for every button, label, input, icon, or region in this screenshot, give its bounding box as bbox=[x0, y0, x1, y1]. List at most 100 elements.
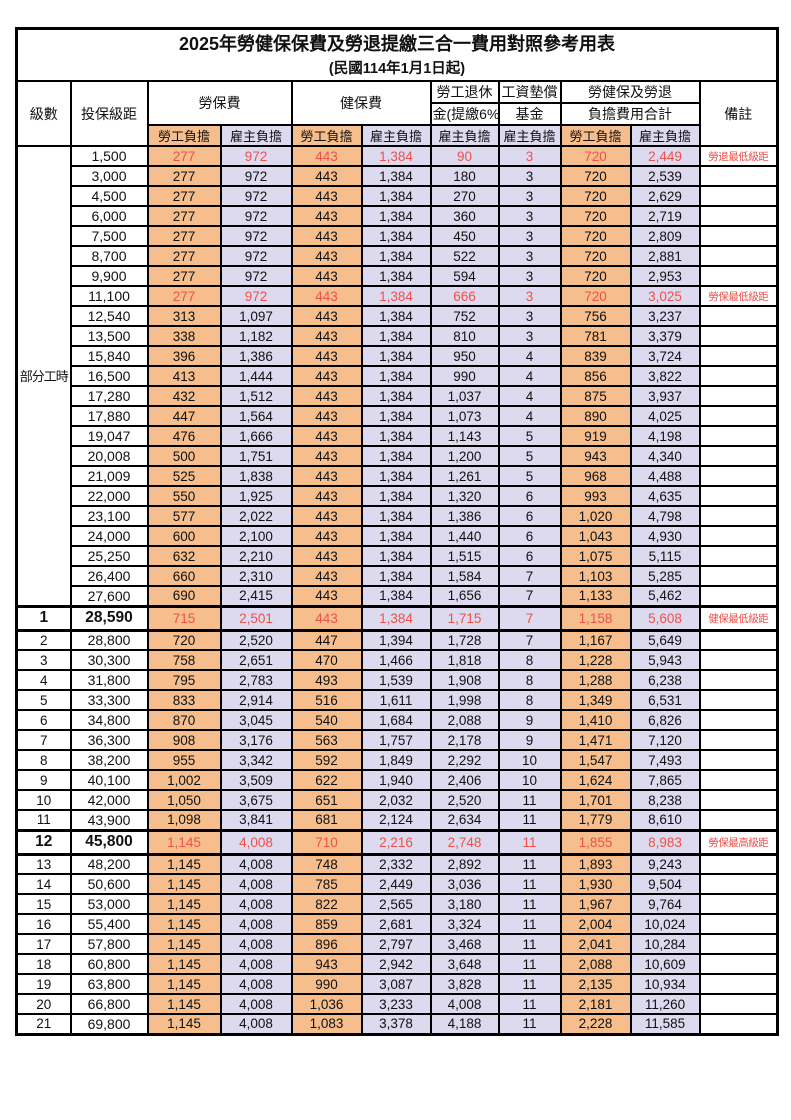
cell-pension-employer: 1,143 bbox=[429, 425, 500, 447]
cell-health-employee: 540 bbox=[290, 709, 363, 731]
cell-total-employer: 9,243 bbox=[629, 853, 701, 875]
cell-total-employer: 5,115 bbox=[629, 545, 701, 567]
cell-pension-employer: 1,261 bbox=[429, 465, 500, 487]
table-row: 27,600 690 2,415 443 1,384 1,656 7 1,133 5,462 bbox=[17, 585, 779, 607]
cell-level: 8 bbox=[15, 749, 72, 771]
cell-health-employee: 443 bbox=[290, 345, 363, 367]
cell-total-employer: 8,610 bbox=[629, 809, 701, 831]
cell-remark bbox=[698, 325, 779, 347]
cell-remark bbox=[698, 265, 779, 287]
cell-pension-employer: 3,648 bbox=[429, 953, 500, 975]
cell-remark bbox=[698, 585, 779, 607]
cell-remark bbox=[698, 789, 779, 811]
cell-remark bbox=[698, 973, 779, 995]
cell-wage-fund-employer: 9 bbox=[497, 709, 562, 731]
table-row: 9 40,100 1,002 3,509 622 1,940 2,406 10 1,624 7,8… bbox=[15, 769, 779, 791]
cell-pension-employer: 1,998 bbox=[429, 689, 500, 711]
cell-labor-employee: 690 bbox=[146, 585, 222, 607]
cell-labor-employee: 1,145 bbox=[146, 993, 222, 1015]
cell-level: 11 bbox=[15, 809, 72, 831]
cell-health-employer: 2,032 bbox=[360, 789, 432, 811]
cell-remark bbox=[698, 545, 779, 567]
cell-bracket: 69,800 bbox=[69, 1013, 149, 1035]
cell-labor-employer: 3,342 bbox=[219, 749, 293, 771]
cell-labor-employer: 2,914 bbox=[219, 689, 293, 711]
cell-labor-employee: 447 bbox=[146, 405, 222, 427]
cell-remark bbox=[698, 485, 779, 507]
page-title: 2025年勞健保保費及勞退提繳三合一費用對照參考用表 bbox=[178, 34, 616, 54]
cell-labor-employee: 476 bbox=[146, 425, 222, 447]
cell-health-employer: 1,384 bbox=[360, 345, 432, 367]
cell-remark bbox=[698, 933, 779, 955]
cell-wage-fund-employer: 7 bbox=[497, 629, 562, 651]
cell-total-employer: 7,865 bbox=[629, 769, 701, 791]
cell-health-employee: 443 bbox=[290, 545, 363, 567]
cell-health-employee: 443 bbox=[290, 325, 363, 347]
cell-health-employee: 943 bbox=[290, 953, 363, 975]
cell-total-employer: 2,881 bbox=[629, 245, 701, 267]
cell-health-employee: 443 bbox=[290, 165, 363, 187]
cell-bracket: 6,000 bbox=[69, 205, 149, 227]
cell-labor-employer: 3,176 bbox=[219, 729, 293, 751]
cell-pension-employer: 1,515 bbox=[429, 545, 500, 567]
cell-labor-employee: 660 bbox=[146, 565, 222, 587]
cell-health-employee: 896 bbox=[290, 933, 363, 955]
cell-health-employer: 1,384 bbox=[360, 245, 432, 267]
cell-health-employee: 443 bbox=[290, 245, 363, 267]
table-row: 17,280 432 1,512 443 1,384 1,037 4 875 3,937 bbox=[17, 385, 779, 407]
cell-level: 10 bbox=[15, 789, 72, 811]
cell-total-employer: 7,120 bbox=[629, 729, 701, 751]
table-row: 3 30,300 758 2,651 470 1,466 1,818 8 1,228 5,943 bbox=[15, 649, 779, 671]
cell-bracket: 13,500 bbox=[69, 325, 149, 347]
cell-wage-fund-employer: 11 bbox=[497, 933, 562, 955]
cell-labor-employer: 4,008 bbox=[219, 873, 293, 895]
cell-labor-employer: 2,501 bbox=[219, 604, 293, 632]
cell-labor-employer: 4,008 bbox=[219, 853, 293, 875]
cell-health-employee: 443 bbox=[290, 445, 363, 467]
cell-wage-fund-employer: 11 bbox=[497, 789, 562, 811]
cell-health-employer: 1,384 bbox=[360, 265, 432, 287]
cell-labor-employer: 3,045 bbox=[219, 709, 293, 731]
cell-health-employee: 651 bbox=[290, 789, 363, 811]
table-row: 15 53,000 1,145 4,008 822 2,565 3,180 11 1,967 9,… bbox=[15, 893, 779, 915]
cell-bracket: 30,300 bbox=[69, 649, 149, 671]
table-title-cell: 2025年勞健保保費及勞退提繳三合一費用對照參考用表 (民國114年1月1日起) bbox=[15, 27, 779, 82]
table-row: 7,500 277 972 443 1,384 450 3 720 2,809 bbox=[17, 225, 779, 247]
cell-remark bbox=[698, 953, 779, 975]
cell-remark bbox=[698, 649, 779, 671]
table-row: 4 31,800 795 2,783 493 1,539 1,908 8 1,288 6,238 bbox=[15, 669, 779, 691]
part-time-label-cell: 部分工時 bbox=[15, 145, 72, 607]
cell-health-employee: 443 bbox=[290, 185, 363, 207]
cell-bracket: 36,300 bbox=[69, 729, 149, 751]
cell-wage-fund-employer: 4 bbox=[497, 385, 562, 407]
cell-labor-employer: 2,415 bbox=[219, 585, 293, 607]
cell-wage-fund-employer: 11 bbox=[497, 809, 562, 831]
cell-pension-employer: 1,818 bbox=[429, 649, 500, 671]
cell-health-employer: 1,384 bbox=[360, 205, 432, 227]
cell-total-employee: 2,088 bbox=[559, 953, 632, 975]
cell-wage-fund-employer: 3 bbox=[497, 225, 562, 247]
cell-total-employer: 2,449 bbox=[629, 145, 701, 167]
table-row: 16,500 413 1,444 443 1,384 990 4 856 3,822 bbox=[17, 365, 779, 387]
cell-bracket: 25,250 bbox=[69, 545, 149, 567]
cell-health-employer: 1,384 bbox=[360, 425, 432, 447]
cell-health-employee: 443 bbox=[290, 365, 363, 387]
cell-total-employee: 968 bbox=[559, 465, 632, 487]
cell-wage-fund-employer: 11 bbox=[497, 1013, 562, 1035]
table-row: 8,700 277 972 443 1,384 522 3 720 2,881 bbox=[17, 245, 779, 267]
table-row: 12,540 313 1,097 443 1,384 752 3 756 3,237 bbox=[17, 305, 779, 327]
table-row: 12 45,800 1,145 4,008 710 2,216 2,748 11 1,855 8,… bbox=[15, 828, 779, 856]
cell-labor-employee: 908 bbox=[146, 729, 222, 751]
table-row: 21 69,800 1,145 4,008 1,083 3,378 4,188 11 2,228… bbox=[15, 1013, 779, 1035]
cell-labor-employee: 870 bbox=[146, 709, 222, 731]
cell-labor-employer: 4,008 bbox=[219, 953, 293, 975]
cell-pension-employer: 1,320 bbox=[429, 485, 500, 507]
cell-total-employee: 2,181 bbox=[559, 993, 632, 1015]
cell-health-employer: 1,940 bbox=[360, 769, 432, 791]
cell-health-employee: 443 bbox=[290, 465, 363, 487]
cell-labor-employee: 715 bbox=[146, 604, 222, 632]
table-row: 16 55,400 1,145 4,008 859 2,681 3,324 11 2,004 10… bbox=[15, 913, 779, 935]
cell-total-employee: 1,855 bbox=[559, 828, 632, 856]
cell-health-employer: 1,384 bbox=[360, 145, 432, 167]
cell-bracket: 43,900 bbox=[69, 809, 149, 831]
